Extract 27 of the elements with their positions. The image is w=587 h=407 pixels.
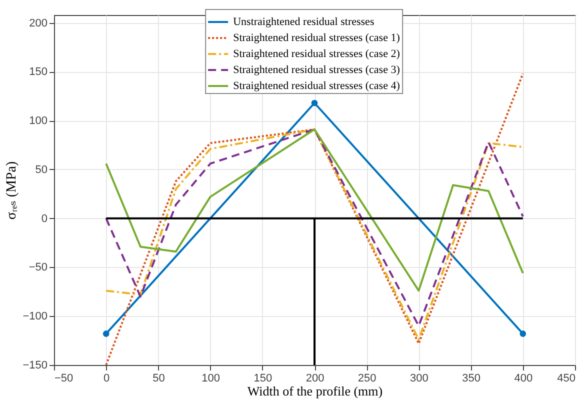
y-tick-label: 50 xyxy=(35,164,48,176)
x-tick-label: 450 xyxy=(557,372,576,384)
y-tick-label: 100 xyxy=(29,115,48,128)
y-tick-label: −100 xyxy=(22,310,48,323)
legend-label: Unstraightened residual stresses xyxy=(233,16,374,28)
y-tick-label: 200 xyxy=(29,17,48,30)
legend-label: Straightened residual stresses (case 3) xyxy=(233,64,400,76)
y-tick-label: 0 xyxy=(41,212,48,225)
line-series xyxy=(105,128,524,292)
x-tick-label: 50 xyxy=(152,372,165,384)
x-tick-label: 100 xyxy=(202,372,220,384)
y-tick-label: −150 xyxy=(22,360,48,372)
x-tick-label: −50 xyxy=(54,372,74,384)
x-tick-label: 150 xyxy=(254,372,272,384)
x-tick-label: 250 xyxy=(358,372,376,384)
y-tick-label: −50 xyxy=(28,262,48,274)
legend-label: Straightened residual stresses (case 1) xyxy=(233,32,400,44)
x-tick-label: 300 xyxy=(410,372,428,384)
legend-label: Straightened residual stresses (case 4) xyxy=(233,80,400,92)
y-axis-title: σᵣₑₛ (MPa) xyxy=(4,160,20,220)
x-tick-label: 400 xyxy=(514,372,533,384)
x-tick-label: 200 xyxy=(306,372,324,384)
y-tick-label: 150 xyxy=(29,66,48,78)
legend-label: Straightened residual stresses (case 2) xyxy=(233,48,400,60)
x-tick-label: 0 xyxy=(104,372,110,384)
x-tick-label: 350 xyxy=(462,372,480,384)
x-axis-title: Width of the profile (mm) xyxy=(247,384,383,398)
